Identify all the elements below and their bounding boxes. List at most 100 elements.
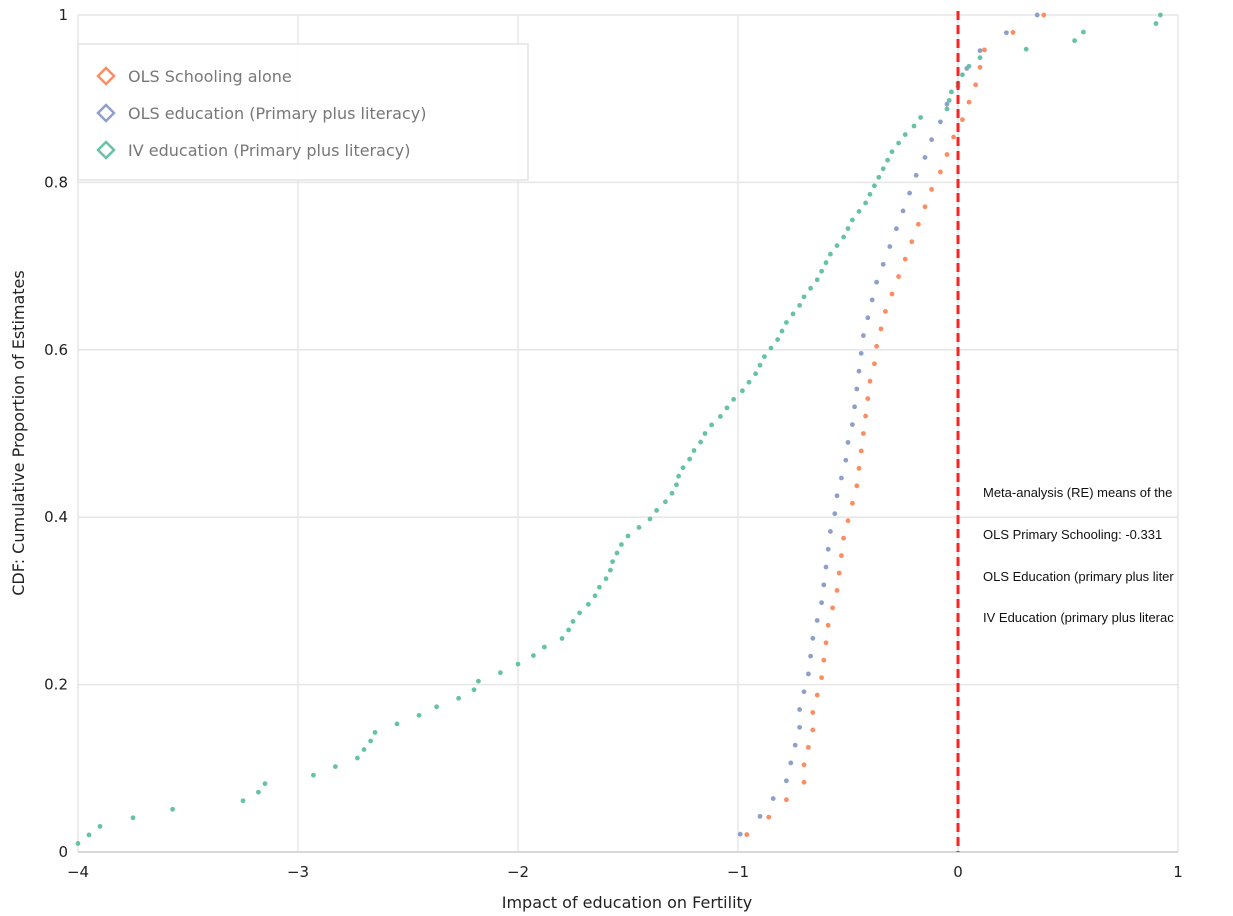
data-point [872, 361, 877, 367]
data-point [757, 813, 763, 819]
data-point [982, 47, 987, 53]
data-point [797, 724, 802, 730]
data-point [845, 226, 851, 231]
data-point [900, 208, 906, 214]
data-point [792, 742, 798, 748]
data-point [960, 117, 965, 123]
annotation-text: OLS Primary Schooling: -0.331 [983, 527, 1162, 542]
data-point [861, 431, 866, 436]
data-point [515, 661, 521, 667]
data-point [902, 256, 908, 262]
data-point [896, 274, 901, 279]
data-point [669, 490, 675, 496]
data-point [896, 140, 901, 146]
data-point [724, 405, 730, 411]
legend-item-ols-education[interactable]: OLS education (Primary plus literacy) [96, 103, 426, 123]
y-axis-title: CDF: Cumulative Proportion of Estimates [9, 270, 28, 596]
data-point [814, 618, 820, 623]
data-point [880, 261, 886, 267]
data-point [256, 789, 261, 795]
data-point [531, 653, 536, 658]
data-point [819, 268, 824, 274]
legend-item-ols-schooling[interactable]: OLS Schooling alone [96, 66, 292, 86]
data-point [498, 670, 503, 676]
data-point [784, 320, 789, 325]
data-point [918, 115, 923, 120]
legend-item-iv-education[interactable]: IV education (Primary plus literacy) [96, 140, 410, 160]
data-point [876, 174, 882, 180]
data-point [311, 772, 316, 778]
data-point [608, 567, 613, 573]
data-point [1072, 38, 1077, 44]
data-point [858, 350, 864, 356]
data-point [825, 546, 831, 552]
data-point [737, 831, 743, 837]
data-point [885, 157, 890, 163]
data-point [691, 448, 697, 453]
data-point [614, 550, 620, 556]
data-point [740, 388, 745, 394]
data-point [856, 465, 862, 471]
data-point [810, 635, 816, 641]
data-point [1153, 21, 1159, 26]
data-point [636, 525, 642, 530]
data-point [861, 333, 866, 338]
series-1 [737, 12, 1040, 837]
data-point [625, 533, 631, 539]
data-point [966, 99, 972, 105]
data-point [834, 493, 840, 499]
annotation-text: OLS Education (primary plus liter [983, 569, 1174, 584]
data-point [801, 689, 807, 695]
data-point [874, 343, 879, 349]
data-point [830, 605, 835, 611]
data-point [597, 584, 602, 590]
annotation-text: IV Education (primary plus literac [983, 610, 1174, 625]
x-tick-label: 0 [953, 863, 963, 881]
data-point [832, 511, 838, 517]
data-point [858, 448, 864, 454]
data-point [702, 431, 708, 436]
data-point [889, 291, 895, 297]
data-point [907, 190, 912, 196]
data-point [476, 678, 481, 684]
data-point [889, 149, 895, 155]
data-point [361, 747, 367, 752]
legend-box [77, 43, 529, 181]
data-point [592, 593, 598, 599]
y-tick-label: 0.2 [44, 676, 68, 694]
data-point [471, 687, 477, 693]
data-point [808, 285, 813, 291]
data-point [333, 764, 338, 769]
data-point [944, 101, 950, 107]
data-point [850, 500, 855, 506]
legend[interactable]: OLS Schooling alone OLS education (Prima… [77, 43, 529, 181]
data-point [718, 414, 723, 419]
data-point [674, 482, 679, 488]
data-point [746, 379, 752, 385]
series-2 [75, 12, 1163, 846]
data-point [240, 798, 246, 804]
data-point [806, 744, 811, 750]
y-tick-label: 1 [58, 6, 68, 24]
diamond-icon [96, 140, 116, 160]
legend-marker-diamond-icon [96, 66, 116, 86]
data-point [680, 465, 686, 471]
data-point [839, 553, 844, 558]
data-point [867, 191, 873, 197]
data-point [570, 618, 576, 624]
data-point [753, 371, 758, 377]
data-point [865, 315, 871, 321]
data-point [814, 692, 820, 698]
diamond-icon [96, 103, 116, 123]
data-point [819, 600, 824, 606]
x-tick-label: −4 [67, 863, 89, 881]
data-point [825, 622, 831, 628]
data-point [880, 166, 886, 172]
data-point [938, 169, 943, 175]
data-point [1158, 12, 1163, 18]
data-point [911, 123, 917, 129]
data-point [784, 778, 789, 784]
legend-label: OLS education (Primary plus literacy) [128, 104, 426, 123]
data-point [768, 345, 774, 351]
